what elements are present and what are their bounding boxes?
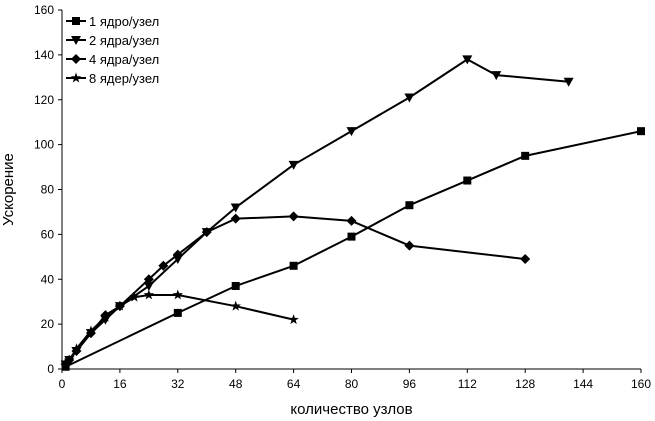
data-point [520,254,531,265]
data-point [71,343,82,354]
data-point [143,274,154,285]
x-tick-label: 64 [287,377,301,391]
series-group [60,55,645,371]
legend-item: 8 ядер/узел [66,71,159,86]
legend-marker [71,54,81,64]
data-point [637,127,645,136]
x-tick-label: 112 [458,377,477,391]
x-tick-label: 96 [403,377,417,391]
legend-marker [72,17,80,25]
data-point [404,240,415,251]
data-point [201,227,212,238]
x-tick-label: 0 [59,377,66,391]
legend-item: 4 ядра/узел [66,52,159,67]
y-tick-label: 40 [41,272,55,286]
data-point [521,151,530,160]
x-tick-label: 32 [171,377,185,391]
y-tick-label: 120 [34,93,54,107]
y-axis-ticks: 0 20 40 60 80 100 120 140 160 [34,3,62,376]
data-point [288,160,299,170]
x-tick-label: 80 [345,377,359,391]
x-axis-ticks: 0 16 32 48 64 80 96 112 128 144 160 [59,369,651,391]
series-1 [61,127,645,371]
data-point [173,308,182,317]
data-point [346,127,357,137]
x-tick-label: 16 [113,377,127,391]
series-2 [60,55,574,370]
data-point [172,289,184,300]
data-point [231,281,240,290]
data-point [85,325,97,336]
series-line [65,130,642,368]
series-line [64,293,294,366]
data-point [288,314,299,325]
legend-marker [70,72,82,83]
data-point [64,354,75,365]
data-point [230,213,241,224]
y-tick-label: 20 [41,317,55,331]
data-point [404,93,415,103]
data-point [230,203,241,213]
data-point [462,55,473,65]
data-point [143,281,154,291]
y-tick-label: 80 [41,183,55,197]
data-point [60,359,71,369]
y-tick-label: 60 [41,227,55,241]
data-point [563,77,574,87]
data-point [347,232,356,241]
data-point [129,291,140,302]
x-tick-label: 48 [229,377,243,391]
series-3 [60,211,531,370]
data-point [158,260,169,271]
x-tick-label: 144 [573,377,593,391]
data-point [172,249,183,260]
x-tick-label: 128 [515,377,535,391]
data-point [346,215,357,226]
data-point [288,211,299,222]
legend-marker [71,36,81,45]
y-axis-title: Ускорение [0,153,17,226]
legend-label: 1 ядро/узел [89,14,159,29]
data-point [100,311,111,322]
legend: 1 ядро/узел 2 ядра/узел 4 ядра/узел 8 ядер/… [66,14,159,86]
series-line [64,58,569,366]
data-point [405,201,414,210]
y-tick-label: 100 [34,138,54,152]
legend-item: 2 ядра/узел [66,33,159,48]
x-tick-label: 160 [631,377,651,391]
data-point [114,300,126,311]
legend-item: 1 ядро/узел [66,14,159,29]
data-point [143,289,155,300]
x-axis-title: количество узлов [290,401,412,418]
data-point [230,300,241,311]
legend-label: 8 ядер/узел [89,71,159,86]
y-tick-label: 0 [47,362,54,376]
data-point [463,176,472,185]
data-point [491,71,502,81]
legend-label: 4 ядра/узел [89,52,159,67]
series-4 [60,289,299,369]
series-line [64,215,526,366]
y-tick-label: 140 [34,48,54,62]
data-point [289,261,298,270]
legend-label: 2 ядра/узел [89,33,159,48]
y-tick-label: 160 [34,3,54,17]
